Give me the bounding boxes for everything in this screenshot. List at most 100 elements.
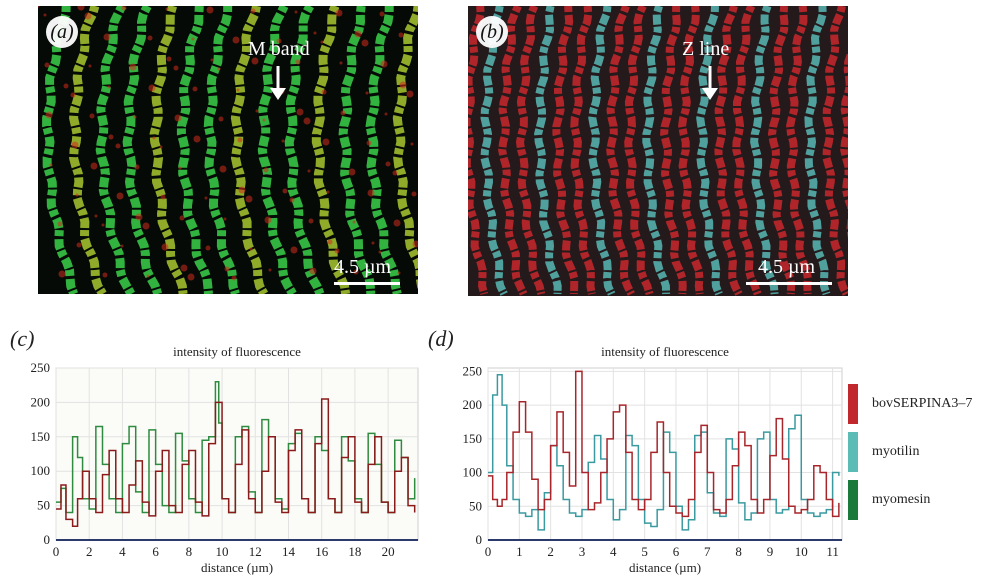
legend-label-bovserpina3-7: bovSERPINA3–7 [872, 396, 973, 411]
speckle [339, 61, 343, 65]
sarcomere-band [122, 6, 163, 294]
x-tick-label: 2 [547, 544, 554, 559]
speckle [412, 240, 418, 248]
speckle [334, 248, 340, 254]
speckle [115, 143, 121, 149]
y-tick-label: 150 [31, 429, 51, 444]
legend-swatch-myomesin [848, 480, 858, 520]
speckle [320, 40, 324, 44]
y-tick-label: 0 [476, 532, 483, 547]
x-tick-label: 9 [767, 544, 774, 559]
scale-label-a: 4.5 µm [334, 256, 392, 278]
speckle [353, 269, 359, 275]
speckle [385, 161, 391, 167]
sarcomere-band [822, 6, 848, 296]
speckle [309, 267, 317, 275]
speckle [152, 136, 156, 140]
sarcomere-band [767, 6, 796, 295]
sarcomere-band [570, 6, 596, 295]
sarcomere-band [392, 6, 418, 290]
speckle [148, 84, 156, 92]
scale-bar-a [334, 282, 400, 285]
scale-bar-b [746, 282, 832, 285]
y-tick-label: 50 [469, 498, 482, 513]
speckle [58, 270, 66, 278]
sarcomere-band [203, 6, 240, 294]
speckle [224, 266, 230, 272]
micrograph-a-image [38, 6, 418, 294]
sarcomere-band [534, 6, 562, 295]
x-axis-label: distance (µm) [629, 560, 701, 575]
sarcomere-band [840, 50, 848, 239]
speckle [295, 59, 301, 65]
micrograph-b-image [468, 6, 848, 296]
speckle [303, 117, 311, 125]
x-tick-label: 6 [152, 544, 159, 559]
speckle [89, 113, 95, 119]
legend-swatch-myotilin [848, 432, 858, 472]
speckle [398, 32, 404, 38]
speckle [397, 271, 401, 275]
speckle [205, 245, 211, 251]
speckle [217, 67, 221, 71]
speckle [160, 194, 166, 200]
speckle [238, 186, 246, 194]
x-tick-label: 1 [516, 544, 523, 559]
speckle [296, 108, 304, 116]
series-line-myotilin [488, 373, 840, 531]
sarcomere-band [176, 6, 213, 294]
series-line-bovserpina3-7 [488, 370, 840, 518]
speckle [322, 138, 330, 146]
speckle [290, 246, 298, 254]
speckle [367, 189, 375, 197]
sarcomere-band [732, 6, 762, 296]
speckle [250, 8, 256, 14]
sarcomere-band [696, 6, 723, 296]
sarcomere-band [257, 6, 297, 294]
x-tick-label: 7 [704, 544, 711, 559]
x-tick-label: 10 [216, 544, 229, 559]
sarcomere-band [588, 6, 616, 296]
z-line-arrow-icon [702, 66, 718, 100]
sarcomere-band [678, 6, 704, 295]
speckle [108, 134, 114, 140]
speckle [276, 38, 282, 44]
m-band-label: M band [248, 38, 310, 60]
sarcomere-band [468, 6, 489, 296]
speckle [352, 220, 356, 224]
micrograph-a: (a) M band 4.5 µm [38, 6, 418, 294]
sarcomere-band [311, 6, 351, 294]
speckle [348, 168, 356, 176]
y-tick-label: 100 [31, 463, 51, 478]
x-axis-label: distance (µm) [201, 560, 273, 575]
speckle [393, 219, 401, 227]
y-tick-label: 200 [31, 394, 51, 409]
speckle [262, 118, 266, 122]
panel-label-d: (d) [428, 326, 454, 351]
sarcomere-band [42, 6, 78, 294]
speckle [120, 244, 124, 248]
speckle [77, 6, 85, 11]
sarcomere-band [515, 6, 546, 295]
speckle [379, 11, 385, 17]
speckle [38, 6, 40, 8]
speckle [45, 111, 53, 119]
speckle [361, 39, 369, 47]
speckle [321, 89, 327, 95]
legend-swatch-bovserpina3-7 [848, 384, 858, 424]
speckle [237, 137, 243, 143]
x-tick-label: 0 [53, 544, 60, 559]
speckle [264, 216, 272, 224]
y-tick-label: 100 [463, 465, 483, 480]
sarcomere-band [750, 6, 779, 295]
x-tick-label: 11 [826, 544, 839, 559]
speckle [180, 264, 188, 272]
speckle [133, 115, 137, 119]
speckle [307, 169, 311, 173]
sarcomere-band [714, 6, 743, 296]
sarcomere-band [365, 6, 402, 294]
speckle [49, 163, 53, 167]
panel-label-c: (c) [10, 326, 35, 351]
speckle [223, 217, 227, 221]
speckle [187, 273, 195, 281]
